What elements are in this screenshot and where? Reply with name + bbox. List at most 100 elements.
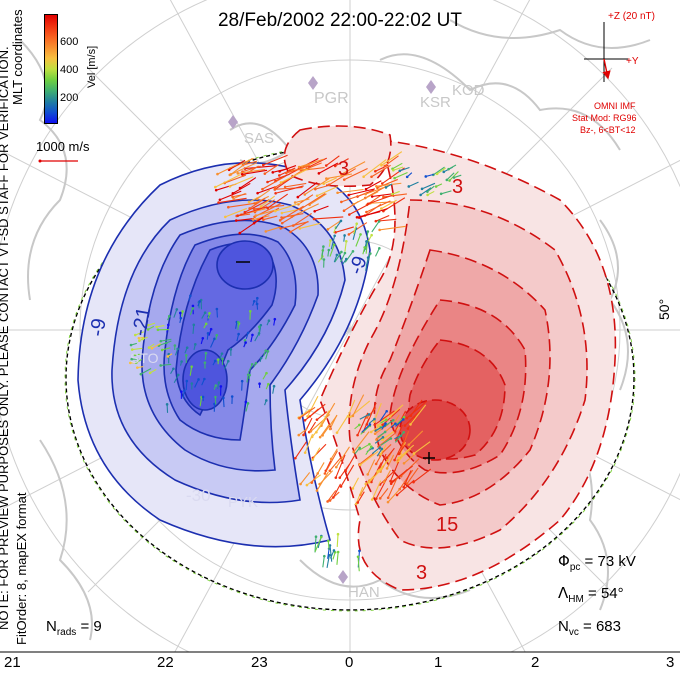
vector-origin	[352, 203, 355, 206]
vector-origin	[384, 186, 388, 189]
vector-origin	[356, 555, 360, 559]
velocity-vector	[357, 491, 365, 503]
contour-label-neg-1: -9	[86, 316, 111, 339]
contour-label-neg-4: -30	[186, 486, 211, 505]
mlt-3: 3	[666, 654, 675, 671]
velocity-vector	[341, 161, 366, 175]
vector-origin	[329, 239, 332, 242]
vector-origin	[370, 445, 373, 449]
velocity-vector	[353, 431, 370, 453]
vector-origin	[251, 218, 255, 221]
vector-origin	[316, 472, 320, 475]
vector-origin	[214, 188, 218, 192]
velocity-vector	[194, 379, 200, 388]
vector-origin	[343, 251, 347, 255]
velocity-vector	[374, 436, 384, 444]
velocity-vector	[225, 207, 247, 218]
vector-origin	[335, 431, 339, 434]
n-vc-value: 683	[595, 618, 621, 635]
vector-origin	[336, 532, 340, 536]
velocity-vector	[323, 177, 337, 185]
vector-origin	[130, 348, 134, 351]
vector-origin	[229, 173, 233, 176]
vector-origin	[385, 456, 389, 460]
vector-origin	[383, 430, 387, 434]
vector-origin	[185, 346, 189, 350]
vector-origin	[137, 336, 141, 340]
velocity-vector	[289, 168, 313, 171]
vector-origin	[213, 359, 217, 363]
page-title: 28/Feb/2002 22:00-22:02 UT	[217, 10, 462, 31]
velocity-vector	[336, 416, 348, 433]
contour-label-pos-1: 3	[338, 158, 350, 180]
vector-origin	[203, 361, 207, 364]
velocity-vector	[326, 173, 353, 180]
velocity-vector	[218, 197, 247, 204]
vector-origin	[310, 435, 314, 439]
mlt-23: 23	[251, 654, 268, 671]
velocity-vector	[375, 214, 390, 222]
velocity-vector	[135, 331, 145, 336]
vector-origin	[314, 535, 318, 538]
vector-origin	[339, 485, 343, 488]
vector-origin	[334, 465, 338, 469]
velocity-vector	[229, 176, 254, 187]
vector-origin	[383, 164, 387, 168]
mlt-2: 2	[531, 654, 540, 671]
velocity-vector	[379, 225, 407, 231]
velocity-vector	[294, 441, 307, 459]
velocity-vector	[339, 464, 350, 478]
velocity-vector	[140, 368, 152, 375]
velocity-vector	[300, 472, 311, 485]
vector-origin	[228, 185, 232, 188]
velocity-vector	[393, 166, 404, 171]
velocity-vector	[232, 193, 247, 198]
vector-origin	[327, 539, 330, 543]
vector-origin	[180, 360, 183, 363]
velocity-vector	[199, 397, 203, 407]
vector-origin	[355, 222, 359, 226]
vector-origin	[238, 186, 242, 190]
velocity-vector	[448, 164, 457, 170]
vector-origin	[375, 184, 378, 188]
vector-origin	[136, 366, 139, 369]
vector-origin	[237, 320, 240, 324]
vector-origin	[373, 417, 376, 421]
velocity-vector	[299, 406, 316, 419]
vector-origin	[340, 250, 343, 254]
velocity-vector	[265, 351, 269, 360]
velocity-vector	[344, 251, 354, 263]
velocity-vector	[358, 443, 370, 451]
velocity-vector	[345, 455, 356, 472]
vector-origin	[243, 338, 247, 342]
vector-origin	[148, 371, 152, 375]
velocity-vector	[329, 550, 335, 559]
vector-origin	[345, 239, 348, 243]
vector-origin	[328, 544, 332, 547]
vector-origin	[380, 182, 384, 185]
vector-origin	[189, 294, 192, 298]
velocity-vector	[354, 447, 361, 455]
velocity-vector	[365, 180, 382, 190]
vector-origin	[179, 311, 182, 315]
velocity-vector	[256, 189, 270, 200]
velocity-vector	[316, 185, 339, 197]
velocity-vector	[377, 178, 398, 189]
velocity-vector	[374, 248, 380, 257]
vector-origin	[298, 416, 301, 420]
vector-origin	[294, 456, 297, 460]
vector-origin	[395, 493, 399, 497]
vector-origin	[310, 481, 314, 484]
velocity-vector	[219, 190, 242, 201]
velocity-vector	[421, 182, 436, 190]
vector-origin	[206, 332, 210, 335]
vector-origin	[217, 381, 221, 384]
vector-origin	[382, 195, 385, 199]
vector-origin	[340, 200, 343, 204]
vector-origin	[258, 382, 261, 386]
vector-origin	[309, 429, 313, 433]
vector-origin	[160, 348, 164, 352]
vector-origin	[214, 185, 217, 189]
velocity-vector	[330, 235, 336, 250]
n-rads: Nrads = 9	[46, 618, 102, 638]
